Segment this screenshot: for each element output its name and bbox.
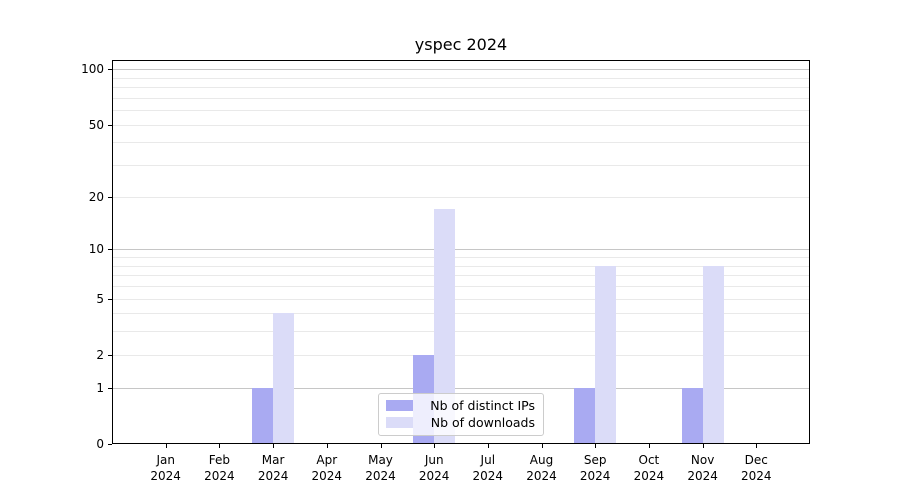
- y-tick-label-20: 20: [88, 189, 104, 204]
- gridline-minor-50: [113, 124, 809, 126]
- y-tick-10: [108, 249, 112, 251]
- y-tick-1: [108, 387, 112, 389]
- x-tick-year-sep: 2024: [579, 469, 611, 483]
- gridline-minor-3: [113, 331, 809, 333]
- x-tick-label-mar: Mar 2024: [243, 452, 303, 484]
- bar-distinct-ips-sep: [574, 387, 596, 444]
- x-tick-oct: [648, 444, 650, 448]
- legend-swatch-distinct-ips-icon: [386, 400, 413, 411]
- gridline-major-10: [113, 249, 809, 251]
- bar-distinct-ips-mar: [252, 387, 274, 444]
- x-tick-year-jun: 2024: [418, 469, 450, 483]
- x-tick-year-oct: 2024: [633, 469, 665, 483]
- x-tick-label-feb: Feb 2024: [189, 452, 249, 484]
- x-tick-label-dec: Dec 2024: [726, 452, 786, 484]
- gridline-minor-90: [113, 77, 809, 79]
- gridline-minor-7: [113, 275, 809, 277]
- x-tick-jan: [165, 444, 167, 448]
- bar-downloads-jun: [434, 209, 456, 444]
- x-tick-label-aug: Aug 2024: [512, 452, 572, 484]
- x-tick-label-may: May 2024: [351, 452, 411, 484]
- x-tick-label-jun: Jun 2024: [404, 452, 464, 484]
- x-tick-nov: [702, 444, 704, 448]
- gridline-minor-80: [113, 87, 809, 88]
- y-tick-50: [108, 124, 112, 126]
- gridline-minor-6: [113, 285, 809, 287]
- x-tick-dec: [756, 444, 758, 448]
- x-tick-year-may: 2024: [365, 469, 396, 483]
- gridline-minor-20: [113, 196, 809, 198]
- y-tick-0: [108, 444, 112, 445]
- gridline-minor-30: [113, 165, 809, 167]
- x-tick-jul: [487, 444, 489, 448]
- x-tick-label-oct: Oct 2024: [619, 452, 679, 484]
- y-tick-label-0: 0: [96, 437, 104, 451]
- legend-item-distinct-ips: Nb of distinct IPs: [379, 397, 543, 414]
- gridline-minor-8: [113, 265, 809, 267]
- x-tick-year-mar: 2024: [257, 469, 289, 483]
- x-tick-label-sep: Sep 2024: [565, 452, 625, 484]
- x-tick-year-nov: 2024: [687, 469, 718, 483]
- x-tick-year-dec: 2024: [741, 469, 772, 483]
- x-tick-year-jul: 2024: [472, 469, 504, 483]
- gridline-minor-5: [113, 298, 809, 300]
- y-tick-label-50: 50: [88, 117, 104, 132]
- x-tick-aug: [541, 444, 543, 448]
- bar-distinct-ips-nov: [681, 387, 703, 444]
- x-tick-label-jan: Jan 2024: [136, 452, 196, 484]
- bar-downloads-mar: [273, 313, 295, 444]
- x-tick-year-jan: 2024: [150, 469, 181, 483]
- x-tick-label-nov: Nov 2024: [673, 452, 733, 484]
- x-tick-jun: [434, 444, 436, 448]
- legend-label-distinct-ips: Nb of distinct IPs: [430, 398, 535, 413]
- x-tick-year-aug: 2024: [526, 469, 557, 483]
- x-tick-feb: [219, 444, 221, 448]
- gridline-minor-60: [113, 110, 809, 112]
- x-tick-label-apr: Apr 2024: [297, 452, 357, 484]
- y-tick-100: [108, 69, 112, 71]
- gridline-minor-4: [113, 313, 809, 315]
- x-tick-year-feb: 2024: [204, 469, 235, 483]
- legend-item-downloads: Nb of downloads: [379, 414, 543, 431]
- x-tick-year-apr: 2024: [311, 469, 343, 483]
- legend-label-downloads: Nb of downloads: [430, 415, 535, 430]
- gridline-major-100: [113, 69, 809, 71]
- y-tick-label-100: 100: [81, 62, 104, 77]
- chart-title: yspec 2024: [414, 35, 508, 54]
- y-tick-label-1: 1: [96, 380, 104, 395]
- gridline-major-1: [113, 387, 809, 389]
- gridline-minor-2: [113, 354, 809, 356]
- legend-swatch-downloads-icon: [386, 417, 413, 428]
- y-tick-label-5: 5: [96, 291, 104, 306]
- bar-downloads-nov: [702, 265, 724, 444]
- x-tick-sep: [595, 444, 597, 448]
- gridline-minor-9: [113, 257, 809, 258]
- x-tick-apr: [326, 444, 328, 448]
- x-tick-mar: [273, 444, 275, 448]
- x-tick-label-jul: Jul 2024: [458, 452, 518, 484]
- bar-downloads-sep: [595, 265, 617, 444]
- x-tick-may: [380, 444, 382, 448]
- legend: Nb of distinct IPs Nb of downloads: [378, 393, 544, 436]
- y-tick-label-2: 2: [96, 347, 104, 362]
- gridline-minor-70: [113, 97, 809, 99]
- gridline-minor-40: [113, 142, 809, 144]
- y-tick-2: [108, 354, 112, 356]
- y-tick-20: [108, 196, 112, 198]
- y-tick-5: [108, 298, 112, 300]
- y-tick-label-10: 10: [88, 242, 104, 257]
